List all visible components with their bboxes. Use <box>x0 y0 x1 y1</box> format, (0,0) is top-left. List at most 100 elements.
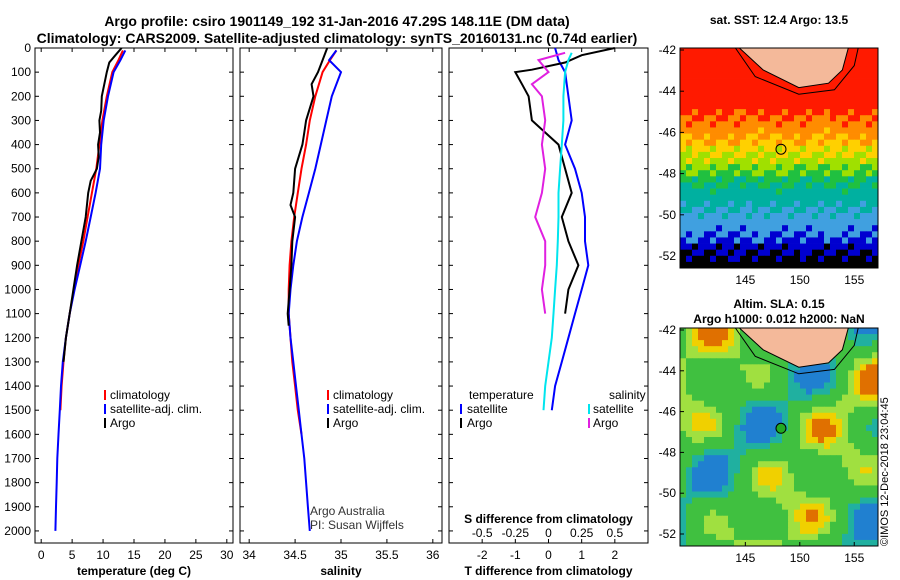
map-cell <box>830 78 837 86</box>
map-cell <box>698 237 705 244</box>
map-cell <box>842 400 849 408</box>
map-cell <box>734 237 741 244</box>
lat-tick-label: -42 <box>659 323 677 337</box>
map-cell <box>872 370 879 377</box>
map-cell <box>848 127 855 134</box>
map-cell <box>734 261 741 269</box>
secondary-tick-label: -0.25 <box>502 526 530 540</box>
map-cell <box>728 200 735 208</box>
map-cell <box>776 249 783 257</box>
map-cell <box>722 527 729 535</box>
map-cell <box>722 503 729 511</box>
y-tick-label: 1900 <box>4 500 31 514</box>
map-subtitle: Argo h1000: 0.012 h2000: NaN <box>693 312 864 326</box>
map-cell <box>812 261 819 269</box>
map-cell <box>728 115 735 122</box>
map-cell <box>716 412 723 420</box>
map-cell <box>746 467 753 474</box>
map-cell <box>806 243 813 251</box>
map-cell <box>782 527 789 535</box>
map-cell <box>758 66 765 73</box>
map-cell <box>812 194 819 202</box>
map-cell <box>824 121 831 128</box>
map-cell <box>782 400 789 408</box>
map-cell <box>716 430 723 438</box>
map-cell <box>872 412 879 420</box>
map-cell <box>782 406 789 414</box>
map-cell <box>734 249 741 257</box>
map-cell <box>764 388 771 396</box>
map-cell <box>716 527 723 535</box>
map-cell <box>854 182 861 189</box>
map-cell <box>722 213 729 220</box>
map-cell <box>686 370 693 377</box>
map-cell <box>836 443 843 450</box>
map-cell <box>740 467 747 474</box>
map-cell <box>860 261 867 269</box>
legend-heading: salinity <box>609 388 646 402</box>
map-cell <box>758 461 765 468</box>
map-cell <box>692 376 699 383</box>
map-cell <box>812 418 819 426</box>
map-cell <box>854 255 861 263</box>
map-cell <box>734 443 741 450</box>
map-cell <box>770 90 777 98</box>
map-cell <box>842 237 849 244</box>
map-cell <box>812 145 819 153</box>
map-cell <box>842 430 849 438</box>
map-cell <box>686 503 693 511</box>
map-cell <box>698 352 705 359</box>
map-cell <box>710 60 717 67</box>
map-cell <box>788 194 795 202</box>
map-cell <box>800 455 807 462</box>
map-cell <box>704 382 711 389</box>
map-cell <box>842 461 849 468</box>
lat-tick-label: -52 <box>659 249 677 263</box>
map-cell <box>764 503 771 511</box>
map-cell <box>770 145 777 153</box>
map-cell <box>764 406 771 414</box>
map-cell <box>704 66 711 73</box>
map-cell <box>830 437 837 444</box>
map-cell <box>854 418 861 426</box>
x-tick-label: 2 <box>611 548 618 562</box>
map-cell <box>788 231 795 238</box>
map-cell <box>746 394 753 402</box>
map-cell <box>764 491 771 498</box>
map-cell <box>752 437 759 444</box>
map-cell <box>848 388 855 396</box>
map-cell <box>860 340 867 347</box>
map-cell <box>818 497 825 505</box>
map-cell <box>770 78 777 86</box>
map-cell <box>854 103 861 110</box>
map-cell <box>692 176 699 183</box>
salinity-panel: 34 34.5 35 35.5 36salinityclimatologysatelli… <box>239 47 443 578</box>
map-cell <box>728 206 735 214</box>
map-cell <box>806 255 813 263</box>
map-cell <box>698 394 705 402</box>
map-cell <box>764 400 771 408</box>
map-cell <box>680 66 687 73</box>
map-cell <box>812 219 819 226</box>
map-cell <box>740 96 747 104</box>
map-cell <box>824 503 831 511</box>
map-cell <box>746 461 753 468</box>
map-cell <box>752 103 759 110</box>
map-cell <box>710 503 717 511</box>
map-cell <box>746 346 753 353</box>
map-cell <box>782 521 789 529</box>
map-cell <box>704 225 711 232</box>
map-cell <box>758 121 765 128</box>
map-cell <box>776 145 783 153</box>
map-cell <box>758 455 765 462</box>
map-cell <box>848 437 855 444</box>
map-cell <box>800 127 807 134</box>
map-cell <box>794 121 801 128</box>
map-cell <box>680 473 687 480</box>
map-cell <box>752 412 759 420</box>
map-cell <box>698 533 705 541</box>
map-cell <box>734 473 741 480</box>
map-cell <box>848 443 855 450</box>
map-cell <box>746 164 753 171</box>
map-cell <box>716 485 723 492</box>
